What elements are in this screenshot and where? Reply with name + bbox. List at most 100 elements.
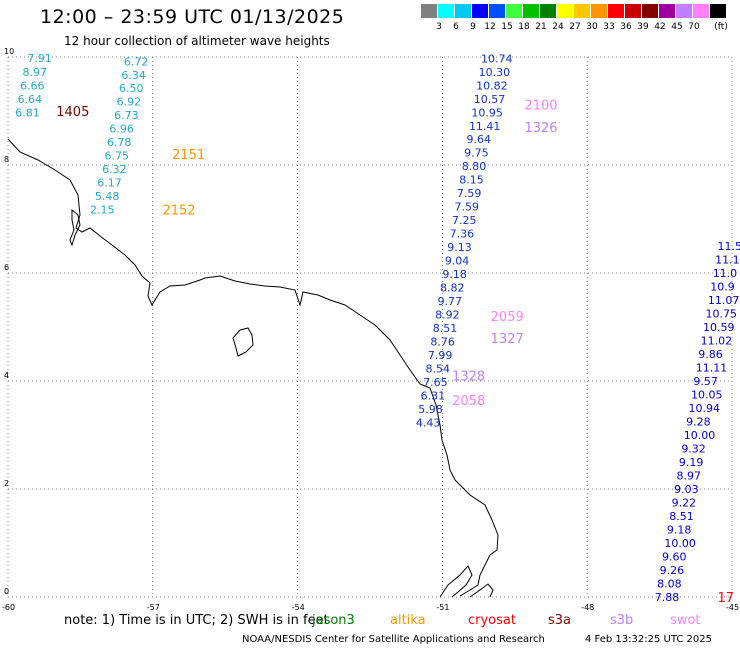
wave-height-value: 8.54	[426, 363, 451, 376]
wave-height-value: 8.80	[462, 160, 487, 173]
wave-height-value: 6.31	[421, 390, 446, 403]
pass-time-label: 2100	[524, 99, 557, 114]
wave-height-value: 10.82	[476, 80, 508, 93]
pass-time-label: 2059	[491, 310, 524, 325]
wave-height-value: 11.0	[713, 267, 738, 280]
wave-height-value: 8.97	[676, 470, 701, 483]
track-central: 10.7410.3010.8210.5710.9511.419.649.758.…	[416, 53, 513, 430]
y-tick-label: 4	[4, 371, 10, 380]
wave-height-value: 6.81	[15, 107, 39, 120]
x-tick-label: -60	[2, 603, 16, 612]
colorbar-label: 15	[501, 22, 513, 32]
wave-height-value: 6.73	[114, 109, 139, 122]
wave-height-value: 10.75	[705, 308, 737, 321]
coastline-segment	[69, 208, 81, 247]
pass-time-label: 2058	[452, 394, 485, 409]
wave-height-value: 11.41	[469, 120, 501, 133]
wave-height-value: 11.11	[696, 362, 728, 375]
wave-height-value: 10.74	[481, 53, 512, 66]
wave-height-value: 8.15	[459, 174, 484, 187]
wave-height-value: 6.78	[107, 136, 131, 149]
colorbar-swatch	[608, 4, 624, 18]
colorbar-label: 33	[603, 22, 615, 32]
wave-height-value: 6.92	[117, 95, 142, 108]
wave-height-value: 8.92	[435, 309, 460, 322]
coastline-segment	[7, 138, 499, 597]
y-tick-label: 10	[4, 47, 15, 56]
wave-height-value: 2.15	[90, 203, 115, 216]
pass-time-labels: 1405 2100 1326 2151 2152 2059 1327 1328 2058 17	[56, 99, 734, 606]
wave-height-value: 10.05	[691, 389, 723, 402]
wave-height-value: 7.59	[457, 187, 482, 200]
colorbar-swatch	[472, 4, 488, 18]
colorbar-label: 70	[688, 22, 700, 32]
map-grid	[7, 56, 733, 598]
satellite-s3a: s3a	[548, 613, 572, 628]
colorbar-label: 18	[518, 22, 530, 32]
track-west: 7.918.976.666.646.81 6.726.346.506.926.73…	[15, 52, 148, 216]
pass-time-label: 1327	[491, 332, 524, 347]
wave-height-value: 10.57	[474, 93, 506, 106]
wave-height-value: 9.18	[667, 524, 692, 537]
wave-height-value: 9.77	[438, 295, 463, 308]
colorbar-unit: (ft)	[714, 22, 728, 32]
colorbar-swatch	[438, 4, 454, 18]
colorbar-swatch	[676, 4, 692, 18]
colorbar-swatch	[489, 4, 505, 18]
colorbar-label: 36	[620, 22, 632, 32]
chart-subtitle: 12 hour collection of altimeter wave hei…	[64, 34, 330, 48]
wave-height-value: 6.34	[121, 69, 146, 82]
wave-height-value: 7.91	[27, 52, 52, 65]
wave-height-value: 9.19	[679, 456, 704, 469]
pass-time-label: 2151	[172, 148, 205, 163]
x-tick-label: -48	[581, 603, 595, 612]
x-tick-label: -51	[436, 603, 450, 612]
wave-height-value: 9.03	[674, 483, 699, 496]
generation-timestamp: 4 Feb 13:32:25 UTC 2025	[585, 634, 712, 645]
wave-height-value: 10.00	[684, 429, 716, 442]
colorbar-swatch	[591, 4, 607, 18]
pass-time-label: 1326	[524, 121, 557, 136]
footer-note: note: 1) Time is in UTC; 2) SWH is in fe…	[64, 613, 329, 628]
wave-height-value: 9.26	[660, 564, 685, 577]
colorbar-label: 39	[637, 22, 649, 32]
wave-height-value: 6.17	[97, 176, 122, 189]
colorbar-swatch	[557, 4, 573, 18]
wave-height-value: 8.97	[22, 66, 47, 79]
track-east: 11.511.111.010.911.0710.7510.5911.029.86…	[655, 240, 740, 604]
colorbar-swatch	[455, 4, 471, 18]
wave-height-value: 7.36	[450, 228, 475, 241]
wave-height-value: 11.1	[715, 254, 740, 267]
wave-height-value: 10.30	[479, 66, 511, 79]
colorbar-swatch	[710, 4, 726, 18]
y-tick-label: 6	[4, 263, 10, 272]
wave-height-value: 9.64	[467, 133, 492, 146]
wave-height-value: 6.96	[109, 122, 134, 135]
coastline-segment	[439, 565, 473, 598]
wave-height-value: 10.59	[703, 321, 735, 334]
x-tick-label: -54	[291, 603, 305, 612]
colorbar-label: 45	[671, 22, 683, 32]
wave-height-value: 6.66	[20, 80, 45, 93]
wave-height-value: 7.59	[454, 201, 479, 214]
satellite-altika: altika	[390, 613, 426, 628]
colorbar-swatch	[540, 4, 556, 18]
wave-height-value: 8.82	[440, 282, 465, 295]
pass-time-label: 1328	[452, 370, 485, 385]
wave-height-value: 7.99	[428, 349, 453, 362]
wave-height-value: 11.02	[701, 335, 733, 348]
colorbar-swatch	[693, 4, 709, 18]
wave-height-value: 5.48	[95, 190, 120, 203]
colorbar-swatch	[642, 4, 658, 18]
coastline-segment	[469, 583, 494, 598]
pass-time-label: 1405	[56, 105, 89, 120]
wave-height-value: 9.28	[686, 416, 711, 429]
wave-height-value: 6.75	[105, 149, 129, 162]
wave-height-value: 6.64	[18, 93, 43, 106]
coastline-segment	[232, 327, 254, 357]
wave-height-value: 11.07	[708, 294, 740, 307]
wave-height-value: 7.25	[452, 214, 477, 227]
chart-title: 12:00 – 23:59 UTC 01/13/2025	[40, 6, 345, 28]
colorbar-label: 27	[569, 22, 581, 32]
